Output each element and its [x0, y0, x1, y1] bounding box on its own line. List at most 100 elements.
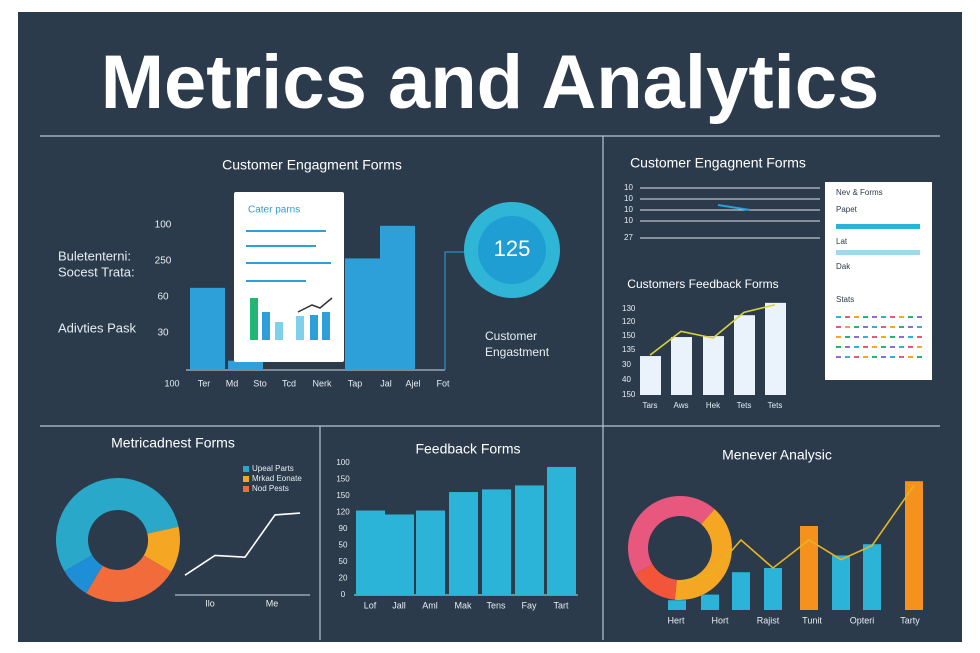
card-dash	[854, 356, 859, 358]
card-dash	[881, 356, 886, 358]
card-dash	[854, 346, 859, 348]
bar	[190, 287, 225, 370]
card-dash	[899, 346, 904, 348]
bar	[228, 360, 263, 370]
kpi-core	[478, 216, 546, 284]
card-dash	[872, 326, 877, 328]
card-line	[246, 245, 316, 247]
side-note: Socest Trata:	[58, 264, 135, 279]
card-dash	[908, 336, 913, 338]
card-bar	[322, 312, 330, 340]
x-label: Jall	[392, 600, 406, 610]
trend-line	[184, 512, 301, 576]
x-label: Hek	[706, 401, 721, 410]
bar	[764, 568, 782, 610]
table-label: 27	[624, 233, 633, 242]
bar	[734, 315, 755, 395]
card-dash	[890, 316, 895, 318]
card-dash	[836, 326, 841, 328]
x-label: Fot	[436, 378, 450, 388]
y-label: 150	[336, 475, 350, 484]
chart-title: Metricadnest Forms	[111, 435, 235, 451]
x-label: 100	[164, 378, 179, 388]
x-label: Nerk	[312, 378, 332, 388]
x-label: Jal	[380, 378, 392, 388]
x-label: Sto	[253, 378, 267, 388]
card-dash	[854, 336, 859, 338]
bar	[345, 258, 380, 370]
card-dash	[845, 346, 850, 348]
chart-title: Menever Analysic	[722, 447, 832, 463]
card-text: Nev & Forms	[836, 188, 883, 197]
bar	[416, 510, 445, 595]
x-label: Tcd	[282, 378, 296, 388]
x-label: Me	[266, 598, 279, 608]
card-dash	[872, 316, 877, 318]
card-dash	[890, 326, 895, 328]
card-bar	[310, 315, 318, 340]
card-dash	[854, 326, 859, 328]
chart-title: Customer Engagnent Forms	[630, 155, 806, 171]
card-dash	[917, 326, 922, 328]
card-dash	[836, 336, 841, 338]
bar	[905, 481, 923, 610]
legend-label: Nod Pests	[252, 484, 289, 493]
chart-title: Customer Engagment Forms	[222, 157, 402, 173]
card-text: Dak	[836, 262, 851, 271]
card-dash	[872, 346, 877, 348]
card-dash	[881, 336, 886, 338]
y-label: 60	[157, 292, 169, 303]
bar	[515, 485, 544, 595]
page-title: Metrics and Analytics	[101, 40, 880, 125]
card-dash	[863, 356, 868, 358]
card-dash	[881, 316, 886, 318]
card-dash	[890, 346, 895, 348]
x-label: Aws	[674, 401, 689, 410]
donut-slice	[143, 526, 180, 572]
x-label: Aml	[422, 600, 438, 610]
x-label: Md	[226, 378, 239, 388]
card-dash	[872, 336, 877, 338]
card-dash	[845, 316, 850, 318]
x-label: Tets	[737, 401, 752, 410]
legend-label: Mrkad Eonate	[252, 474, 302, 483]
y-label: 120	[622, 317, 636, 326]
x-label: Fay	[521, 600, 537, 610]
y-label: 135	[622, 345, 636, 354]
card-bar	[262, 312, 270, 340]
side-note: Adivties Pask	[58, 320, 137, 335]
y-label: 150	[622, 390, 636, 399]
x-label: Lof	[364, 600, 377, 610]
y-label: 90	[339, 524, 348, 533]
legend-swatch	[243, 466, 249, 472]
x-label: Ajel	[405, 378, 420, 388]
x-label: Mak	[454, 600, 472, 610]
bar	[701, 594, 719, 610]
y-label: 100	[155, 220, 172, 231]
card-dash	[863, 346, 868, 348]
bar	[380, 225, 415, 370]
card-trend	[297, 297, 333, 313]
legend-swatch	[243, 486, 249, 492]
y-label: 150	[336, 491, 350, 500]
card-dash	[908, 346, 913, 348]
y-label: 120	[336, 508, 350, 517]
card-dash	[836, 346, 841, 348]
bar	[703, 336, 724, 395]
bar	[863, 544, 881, 610]
y-label: 0	[341, 590, 346, 599]
card-dash	[917, 346, 922, 348]
y-label: 30	[157, 328, 169, 339]
side-note: Buletenterni:	[58, 248, 131, 263]
bar	[671, 337, 692, 395]
bar	[356, 510, 385, 595]
card-dash	[863, 336, 868, 338]
marker	[717, 204, 751, 211]
donut-slice	[55, 477, 179, 572]
bar	[800, 526, 818, 610]
card-dash	[908, 326, 913, 328]
x-label: Ter	[198, 378, 211, 388]
x-label: Tunit	[802, 615, 822, 625]
card-dash	[881, 346, 886, 348]
